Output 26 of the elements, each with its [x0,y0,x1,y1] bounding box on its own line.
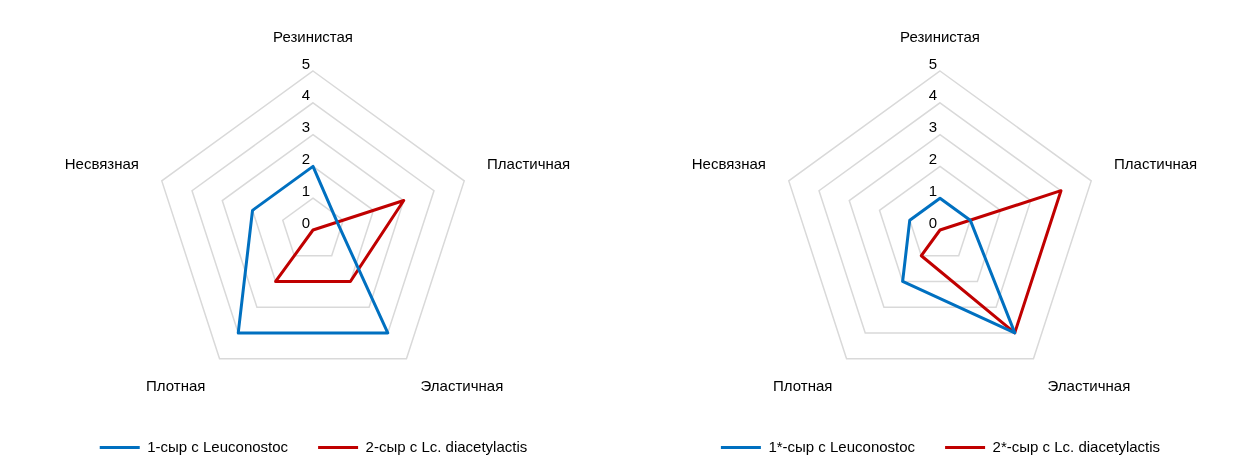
y-tick-label: 2 [301,150,310,168]
spoke-label: Плотная [773,377,833,395]
y-tick-label: 4 [928,86,937,104]
spoke-label: Несвязная [64,154,139,172]
y-tick-label: 1 [928,181,937,199]
y-tick-label: 5 [928,54,937,72]
spoke-label: Пластичная [1114,154,1198,172]
legend-label: 1-сыр с Leuconostoc [147,437,289,455]
spoke-label: Резинистая [900,28,980,46]
y-tick-label: 1 [301,181,310,199]
y-tick-label: 5 [301,54,310,72]
spoke-label: Эластичная [1047,377,1131,395]
y-tick-label: 0 [301,213,310,231]
y-tick-label: 4 [301,86,310,104]
y-tick-label: 2 [928,150,937,168]
y-tick-label: 3 [301,118,310,136]
y-tick-label: 3 [928,118,937,136]
legend-label: 2-сыр с Lc. diacetylactis [365,437,528,455]
legend-label: 1*-сыр с Leuconostoc [768,437,916,455]
spoke-label: Пластичная [487,154,571,172]
spoke-label: Несвязная [691,154,766,172]
spoke-label: Резинистая [273,28,353,46]
spoke-label: Плотная [146,377,206,395]
spoke-label: Эластичная [420,377,504,395]
y-tick-label: 0 [928,213,937,231]
legend-label: 2*-сыр с Lc. diacetylactis [992,437,1161,455]
